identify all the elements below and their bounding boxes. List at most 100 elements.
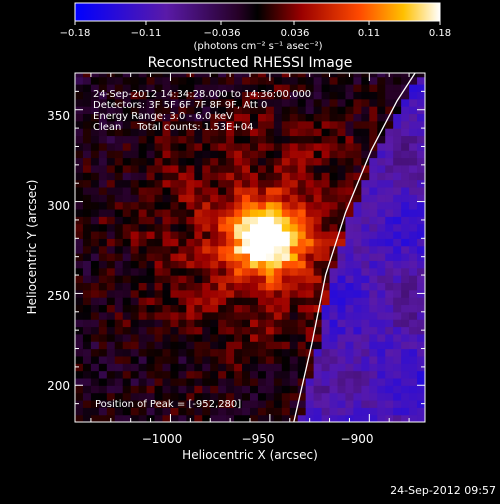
heatmap-cell bbox=[114, 414, 124, 422]
heatmap-cell bbox=[106, 208, 116, 217]
heatmap-cell bbox=[170, 363, 179, 372]
heatmap-cell bbox=[170, 216, 179, 225]
heatmap-cell bbox=[361, 164, 370, 173]
heatmap-cell bbox=[313, 135, 323, 144]
heatmap-cell bbox=[409, 201, 418, 210]
heatmap-cell bbox=[138, 179, 148, 188]
heatmap-cell bbox=[186, 216, 195, 225]
heatmap-cell bbox=[329, 150, 339, 159]
heatmap-cell bbox=[154, 355, 164, 364]
heatmap-cell bbox=[265, 341, 275, 350]
heatmap-cell bbox=[265, 355, 275, 364]
heatmap-cell bbox=[250, 245, 259, 254]
heatmap-cell bbox=[178, 216, 187, 225]
heatmap-cell bbox=[82, 319, 92, 328]
heatmap-cell bbox=[273, 260, 283, 269]
heatmap-cell bbox=[385, 142, 394, 151]
heatmap-cell bbox=[170, 392, 179, 401]
heatmap-cell bbox=[138, 164, 148, 173]
heatmap-cell bbox=[226, 84, 235, 92]
heatmap-cell bbox=[162, 385, 172, 394]
heatmap-cell bbox=[257, 142, 267, 151]
heatmap-cell bbox=[82, 135, 92, 144]
heatmap-cell bbox=[90, 73, 100, 78]
heatmap-cell bbox=[90, 186, 100, 195]
heatmap-cell bbox=[138, 113, 148, 122]
heatmap-cell bbox=[210, 157, 219, 166]
heatmap-cell bbox=[393, 84, 402, 92]
heatmap-cell bbox=[417, 414, 425, 422]
heatmap-cell bbox=[75, 120, 84, 129]
heatmap-cell bbox=[186, 135, 195, 144]
heatmap-cell bbox=[75, 157, 84, 166]
heatmap-cell bbox=[385, 392, 394, 401]
heatmap-cell bbox=[393, 341, 402, 350]
heatmap-cell bbox=[202, 319, 211, 328]
heatmap-cell bbox=[297, 73, 307, 78]
heatmap-cell bbox=[122, 216, 132, 225]
heatmap-cell bbox=[321, 245, 331, 254]
heatmap-cell bbox=[257, 208, 267, 217]
heatmap-cell bbox=[321, 355, 331, 364]
heatmap-cell bbox=[106, 392, 116, 401]
heatmap-cell bbox=[186, 326, 195, 335]
heatmap-cell bbox=[242, 172, 251, 181]
heatmap-cell bbox=[154, 150, 164, 159]
heatmap-cell bbox=[361, 370, 370, 379]
heatmap-cell bbox=[75, 73, 84, 78]
heatmap-cell bbox=[385, 341, 394, 350]
heatmap-cell bbox=[178, 238, 187, 247]
heatmap-cell bbox=[122, 304, 132, 313]
heatmap-cell bbox=[122, 238, 132, 247]
heatmap-cell bbox=[162, 414, 172, 422]
heatmap-cell bbox=[130, 326, 140, 335]
heatmap-cell bbox=[218, 399, 227, 408]
heatmap-cell bbox=[329, 319, 339, 328]
heatmap-cell bbox=[194, 289, 203, 298]
heatmap-cell bbox=[202, 179, 211, 188]
heatmap-cell bbox=[369, 216, 378, 225]
heatmap-cell bbox=[369, 91, 378, 100]
heatmap-cell bbox=[234, 142, 243, 151]
heatmap-cell bbox=[226, 142, 235, 151]
heatmap-cell bbox=[75, 208, 84, 217]
y-tick-label: 250 bbox=[47, 289, 70, 303]
heatmap-cell bbox=[138, 238, 148, 247]
heatmap-cell bbox=[146, 326, 156, 335]
heatmap-cell bbox=[257, 98, 267, 107]
heatmap-cell bbox=[226, 128, 235, 137]
heatmap-cell bbox=[186, 399, 195, 408]
heatmap-cell bbox=[178, 150, 187, 159]
heatmap-cell bbox=[170, 128, 179, 137]
heatmap-cell bbox=[75, 260, 84, 269]
heatmap-cell bbox=[281, 341, 291, 350]
heatmap-cell bbox=[377, 399, 386, 408]
heatmap-cell bbox=[377, 304, 386, 313]
heatmap-cell bbox=[178, 304, 187, 313]
heatmap-cell bbox=[297, 311, 307, 320]
heatmap-cell bbox=[257, 76, 267, 85]
heatmap-cell bbox=[281, 333, 291, 342]
heatmap-cell bbox=[194, 238, 203, 247]
heatmap-cell bbox=[122, 223, 132, 232]
heatmap-cell bbox=[186, 392, 195, 401]
heatmap-cell bbox=[337, 216, 347, 225]
heatmap-cell bbox=[82, 201, 92, 210]
heatmap-cell bbox=[409, 311, 418, 320]
heatmap-cell bbox=[329, 355, 339, 364]
heatmap-cell bbox=[313, 230, 323, 239]
heatmap-cell bbox=[146, 230, 156, 239]
heatmap-cell bbox=[242, 98, 251, 107]
heatmap-cell bbox=[90, 326, 100, 335]
heatmap-cell bbox=[361, 186, 370, 195]
heatmap-cell bbox=[273, 414, 283, 422]
heatmap-cell bbox=[329, 186, 339, 195]
heatmap-cell bbox=[265, 377, 275, 386]
heatmap-cell bbox=[250, 186, 259, 195]
heatmap-cell bbox=[82, 267, 92, 276]
heatmap-cell bbox=[409, 407, 418, 416]
heatmap-cell bbox=[305, 363, 315, 372]
heatmap-cell bbox=[226, 186, 235, 195]
heatmap-cell bbox=[281, 267, 291, 276]
heatmap-cell bbox=[170, 150, 179, 159]
